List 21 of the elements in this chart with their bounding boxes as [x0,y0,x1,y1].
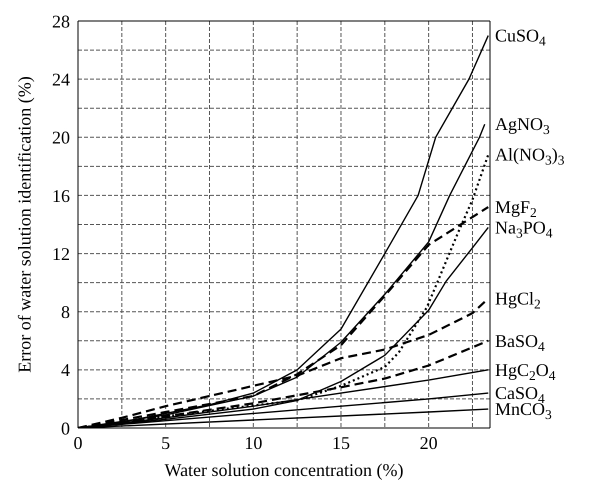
series-label: AgNO$_{3}$ [495,114,550,138]
y-tick-label: 12 [52,244,70,264]
y-tick-label: 0 [61,418,70,438]
x-tick-label: 5 [161,432,170,453]
x-tick-label: 0 [74,432,82,453]
y-tick-label: 28 [52,11,70,32]
x-axis-title: Water solution concentration (%) [164,460,404,480]
series-label: HgCl$_{2}$ [495,288,541,312]
x-tick-label: 20 [420,432,438,453]
y-tick-label: 8 [61,302,70,322]
y-tick-label: 20 [52,128,70,148]
x-tick-label: 15 [332,432,350,453]
y-axis-title: Error of water solution identification (%) [14,76,34,373]
x-tick-label: 10 [244,432,262,453]
series-label: CuSO$_{4}$ [495,26,546,49]
y-tick-label: 16 [52,186,70,206]
series-label: HgC$_{2}$O$_{4}$ [495,360,556,384]
y-tick-label: 24 [52,70,70,90]
series-label: BaSO$_{4}$ [495,330,546,354]
y-tick-label: 4 [61,360,70,380]
series-label: Al(NO$_{3}$)$_{3}$ [495,144,565,168]
